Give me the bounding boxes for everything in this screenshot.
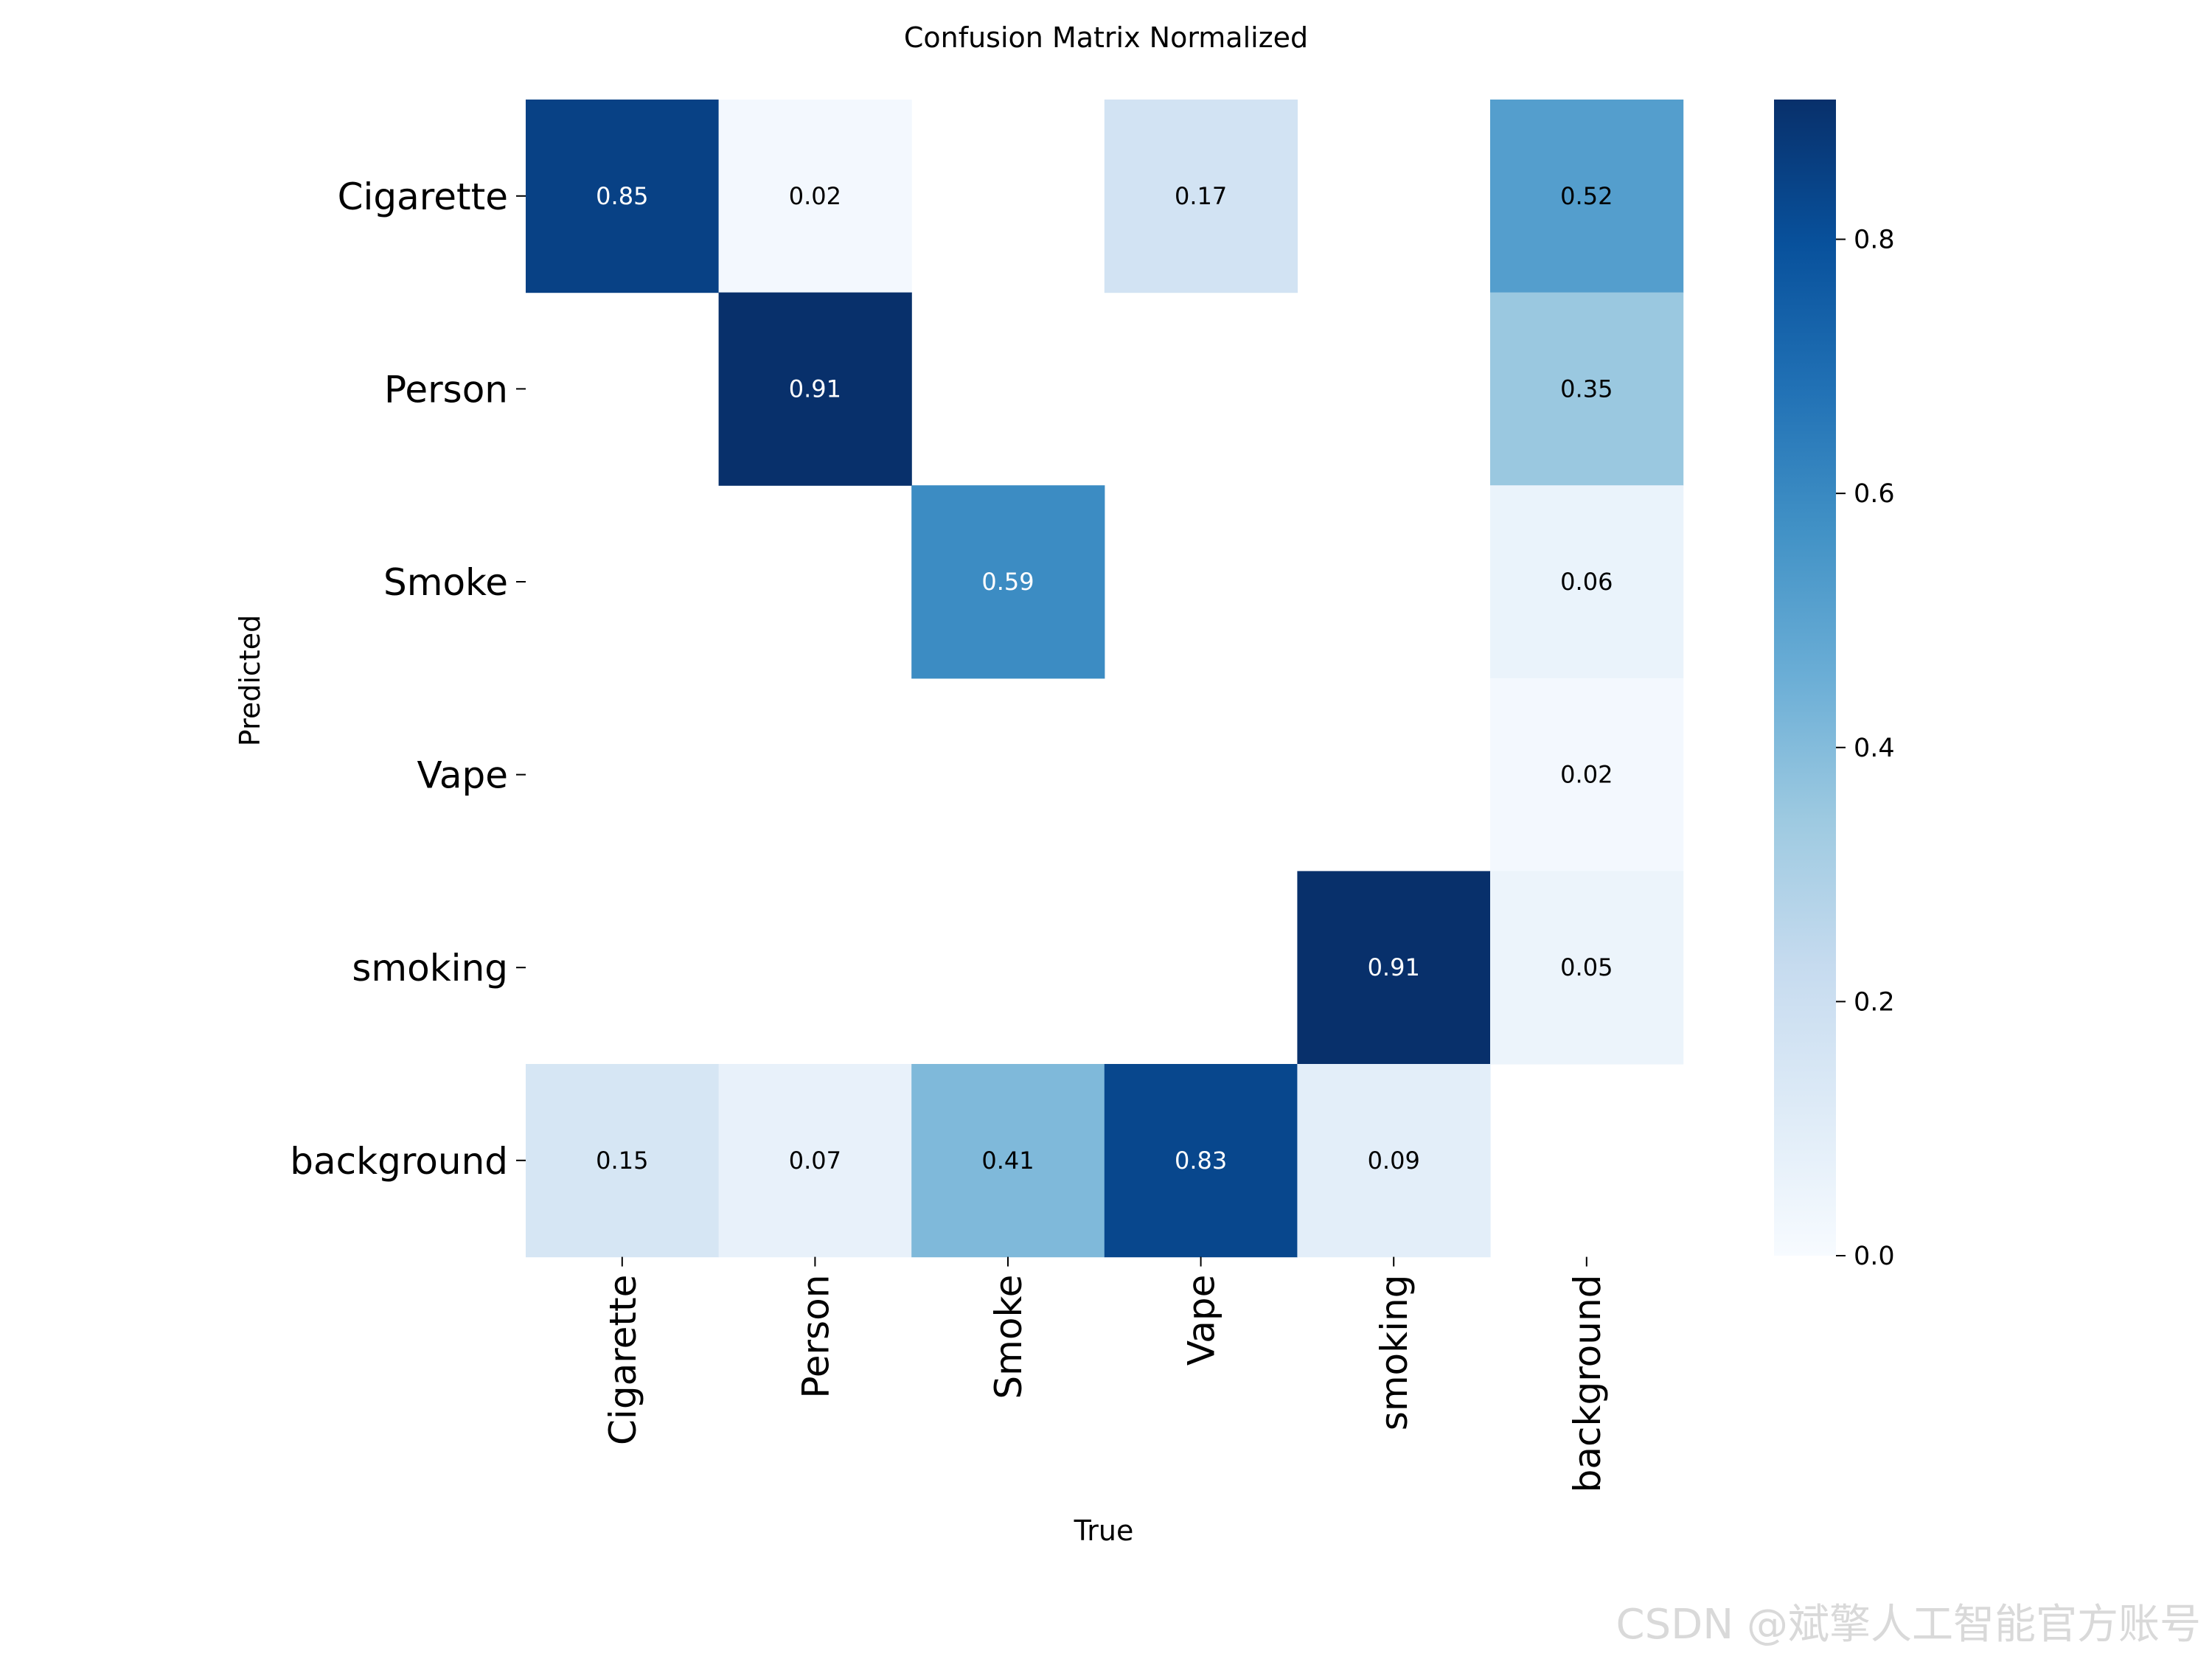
cell-background-person xyxy=(718,1064,912,1258)
cell-background-vape xyxy=(1104,1064,1298,1258)
cell-value-label: 0.17 xyxy=(1175,182,1227,210)
cell-value-label: 0.02 xyxy=(789,182,841,210)
cell-value-label: 0.91 xyxy=(789,375,841,403)
colorbar-ticks: 0.0 0.2 0.4 0.6 0.8 xyxy=(1836,226,1895,1271)
x-tick-label-vape: Vape xyxy=(1180,1275,1223,1366)
cell-cigarette-background xyxy=(1490,100,1684,293)
cell-person-person xyxy=(718,292,912,486)
cell-value-label: 0.09 xyxy=(1368,1147,1420,1175)
cell-background-smoke xyxy=(911,1064,1105,1258)
y-tick-label-cigarette: Cigarette xyxy=(338,175,508,218)
chart-title: Confusion Matrix Normalized xyxy=(904,21,1308,54)
x-tick-label-background: background xyxy=(1566,1275,1609,1493)
cell-value-label: 0.52 xyxy=(1560,182,1613,210)
cell-value-label: 0.91 xyxy=(1368,953,1420,981)
cell-value-label: 0.07 xyxy=(789,1147,841,1175)
cell-vape-background xyxy=(1490,678,1684,872)
cell-value-label: 0.05 xyxy=(1560,953,1613,981)
y-axis-title: Predicted xyxy=(234,615,266,746)
x-tick-label-cigarette: Cigarette xyxy=(602,1275,644,1445)
cell-background-smoking xyxy=(1297,1064,1491,1258)
cell-value-label: 0.41 xyxy=(981,1147,1034,1175)
cell-value-label: 0.85 xyxy=(596,182,648,210)
heatmap-cells: 0.85 0.02 0.17 0.52 0.91 0.35 0.59 0.06 0.02 0.91… xyxy=(526,100,1684,1258)
cell-value-label: 0.02 xyxy=(1560,761,1613,789)
cell-smoke-background xyxy=(1490,485,1684,679)
y-tick-label-background: background xyxy=(290,1140,508,1183)
y-tick-label-smoking: smoking xyxy=(352,947,508,990)
x-axis-ticks: Cigarette Person Smoke Vape smoking backgroun… xyxy=(602,1256,1609,1493)
x-tick-label-smoking: smoking xyxy=(1373,1275,1416,1431)
cell-cigarette-cigarette xyxy=(526,100,720,293)
cell-background-cigarette xyxy=(526,1064,720,1258)
cell-cigarette-vape xyxy=(1104,100,1298,293)
cell-value-label: 0.15 xyxy=(596,1147,648,1175)
colorbar xyxy=(1774,100,1836,1256)
cell-value-label: 0.59 xyxy=(981,568,1034,596)
cell-cigarette-person xyxy=(718,100,912,293)
x-tick-label-smoke: Smoke xyxy=(987,1275,1030,1399)
y-tick-label-person: Person xyxy=(384,368,508,411)
cell-person-background xyxy=(1490,292,1684,486)
y-tick-label-smoke: Smoke xyxy=(383,561,508,604)
x-tick-label-person: Person xyxy=(794,1275,837,1399)
colorbar-tick-label: 0.2 xyxy=(1854,987,1895,1017)
cell-value-label: 0.83 xyxy=(1175,1147,1227,1175)
cell-value-label: 0.35 xyxy=(1560,375,1613,403)
cell-value-label: 0.06 xyxy=(1560,568,1613,596)
x-axis-title: True xyxy=(1074,1514,1134,1547)
watermark: CSDN @斌擎人工智能官方账号 xyxy=(1616,1601,2201,1649)
cell-smoking-smoking xyxy=(1297,871,1491,1065)
cell-smoking-background xyxy=(1490,871,1684,1065)
colorbar-tick-label: 0.8 xyxy=(1854,226,1895,255)
colorbar-tick-label: 0.0 xyxy=(1854,1242,1895,1271)
y-tick-label-vape: Vape xyxy=(417,754,508,797)
cell-smoke-smoke xyxy=(911,485,1105,679)
colorbar-tick-label: 0.6 xyxy=(1854,479,1895,509)
y-axis-ticks: Cigarette Person Smoke Vape smoking backgroun… xyxy=(290,175,526,1183)
colorbar-tick-label: 0.4 xyxy=(1854,734,1895,763)
